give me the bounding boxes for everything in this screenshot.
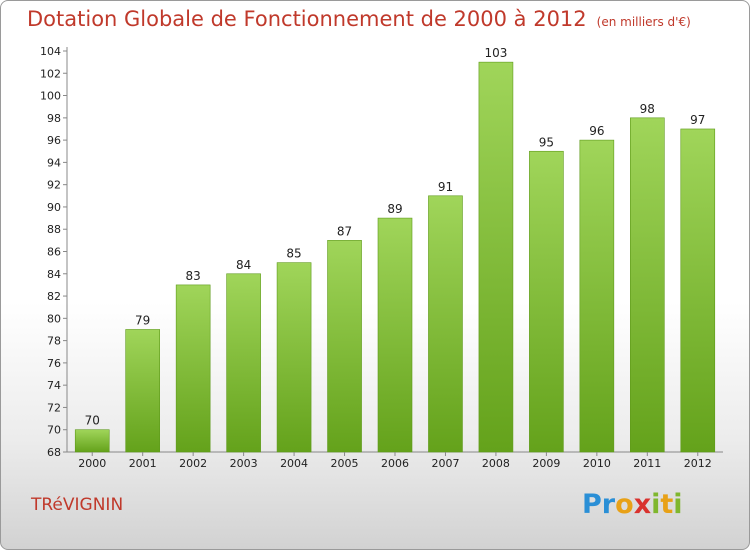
bar-value-label: 79 <box>135 313 150 327</box>
y-tick-label: 104 <box>40 45 61 58</box>
y-tick-label: 98 <box>47 112 61 125</box>
chart-title-text: Dotation Globale de Fonctionnement de 20… <box>27 7 587 31</box>
town-name: TRéVIGNIN <box>31 495 124 515</box>
y-tick-label: 74 <box>47 379 61 392</box>
bar-value-label: 85 <box>286 247 301 261</box>
x-tick-label: 2001 <box>129 457 157 470</box>
logo-letter: i <box>673 489 683 520</box>
bar-value-label: 87 <box>337 224 352 238</box>
y-tick-label: 102 <box>40 67 61 80</box>
bar-value-label: 83 <box>186 269 201 283</box>
bar <box>125 329 160 453</box>
chart-title: Dotation Globale de Fonctionnement de 20… <box>27 7 691 31</box>
x-tick-label: 2004 <box>280 457 308 470</box>
bar <box>175 284 211 453</box>
x-tick-label: 2011 <box>633 457 661 470</box>
bar <box>478 61 514 453</box>
x-tick-label: 2002 <box>179 457 207 470</box>
bar <box>579 139 615 453</box>
bar-value-label: 103 <box>484 46 507 60</box>
y-tick-label: 94 <box>47 156 61 169</box>
bar-value-label: 97 <box>690 113 705 127</box>
unit-note: (en milliers d'€) <box>596 15 691 29</box>
bar <box>630 117 665 453</box>
y-tick-label: 84 <box>47 268 61 281</box>
x-tick-label: 2005 <box>331 457 359 470</box>
y-tick-label: 78 <box>47 335 61 348</box>
bar-value-label: 96 <box>589 124 604 138</box>
bar <box>226 273 261 453</box>
logo-letter: x <box>633 489 652 520</box>
bar-value-label: 84 <box>236 258 251 272</box>
y-tick-label: 70 <box>47 424 61 437</box>
x-tick-label: 2010 <box>583 457 611 470</box>
y-tick-label: 86 <box>47 246 61 259</box>
bar-value-label: 95 <box>539 135 554 149</box>
y-tick-label: 76 <box>47 357 61 370</box>
y-tick-label: 88 <box>47 223 61 236</box>
bar-value-label: 91 <box>438 180 453 194</box>
logo-letter: t <box>660 489 674 520</box>
x-tick-label: 2009 <box>532 457 560 470</box>
bar-value-label: 89 <box>387 202 402 216</box>
bar <box>74 429 110 453</box>
x-tick-label: 2000 <box>78 457 106 470</box>
x-tick-label: 2008 <box>482 457 510 470</box>
bar <box>680 128 716 453</box>
y-tick-label: 92 <box>47 179 61 192</box>
bar <box>428 195 463 453</box>
bar-value-label: 98 <box>640 102 655 116</box>
y-tick-label: 90 <box>47 201 61 214</box>
logo-letter: P <box>582 489 602 520</box>
logo-letter: o <box>615 489 634 520</box>
bar <box>276 262 312 453</box>
logo-letter: r <box>601 489 616 520</box>
y-tick-label: 100 <box>40 90 61 103</box>
y-tick-label: 80 <box>47 312 61 325</box>
bar <box>529 150 564 453</box>
bar-value-label: 70 <box>85 414 100 428</box>
x-tick-label: 2006 <box>381 457 409 470</box>
y-tick-label: 96 <box>47 134 61 147</box>
x-tick-label: 2007 <box>431 457 459 470</box>
logo-letter: i <box>651 489 661 520</box>
y-tick-label: 82 <box>47 290 61 303</box>
bar <box>377 217 413 453</box>
x-tick-label: 2012 <box>684 457 712 470</box>
y-tick-label: 68 <box>47 446 61 459</box>
proxiti-logo: Proxiti <box>582 489 683 520</box>
y-tick-label: 72 <box>47 401 61 414</box>
x-tick-label: 2003 <box>230 457 258 470</box>
bar <box>327 240 362 453</box>
